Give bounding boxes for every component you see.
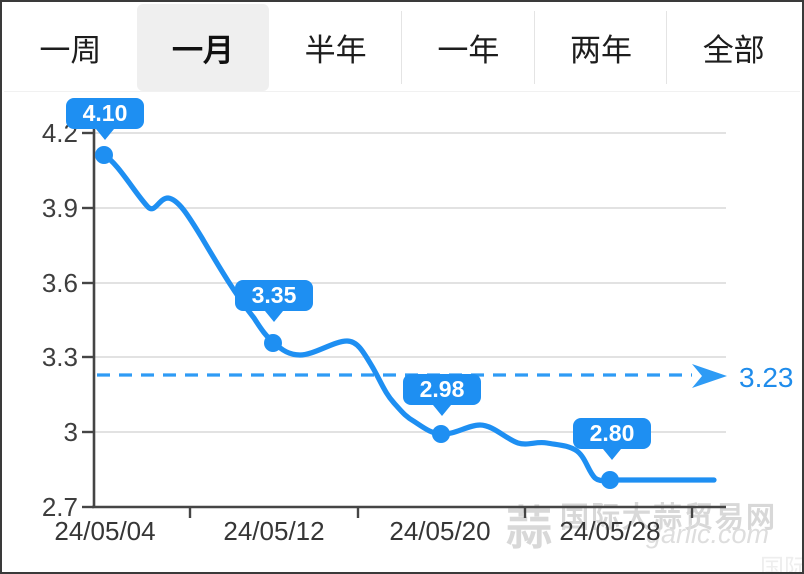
y-axis-label: 3.9	[41, 193, 78, 223]
reference-dashed-line	[97, 364, 727, 388]
x-axis-ticks	[188, 507, 694, 518]
tab-two-years[interactable]: 两年	[535, 4, 668, 91]
y-axis-label: 3.3	[41, 342, 78, 372]
reference-arrow-icon	[692, 364, 727, 388]
tab-all[interactable]: 全部	[702, 33, 765, 68]
tab-half-year[interactable]: 半年	[269, 4, 402, 91]
y-axis-ticks	[82, 131, 94, 509]
x-axis-label: 24/05/28	[559, 516, 661, 546]
watermark-corner-fragment: 国际大蒜	[760, 555, 804, 574]
period-tab-bar: 一周 一月 半年 一年 两年 全部	[4, 4, 800, 92]
x-axis-label: 24/05/20	[389, 516, 491, 546]
axes	[92, 128, 726, 509]
watermark-site-domain: garlic.com	[646, 519, 770, 549]
tab-one-month[interactable]: 一月	[136, 4, 270, 91]
x-axis-label: 24/05/12	[223, 516, 325, 546]
value-bubble-2-98: 2.98	[403, 374, 481, 405]
value-bubble-2-80: 2.80	[573, 418, 651, 449]
watermark-garlic-logo: 蒜	[506, 502, 552, 554]
reference-value-label: 3.23	[739, 362, 794, 393]
value-bubble-3-35: 3.35	[235, 280, 313, 311]
price-line-series	[101, 152, 717, 484]
y-axis-label: 3	[63, 417, 78, 447]
y-axis-label: 2.7	[41, 492, 78, 522]
data-point-dots	[95, 146, 619, 489]
tab-one-year[interactable]: 一年	[402, 4, 535, 91]
x-axis-label: 24/05/04	[54, 516, 156, 546]
tab-one-week[interactable]: 一周	[39, 33, 102, 68]
value-bubble-4-10: 4.10	[66, 98, 144, 129]
y-axis-label: 3.6	[41, 268, 78, 298]
